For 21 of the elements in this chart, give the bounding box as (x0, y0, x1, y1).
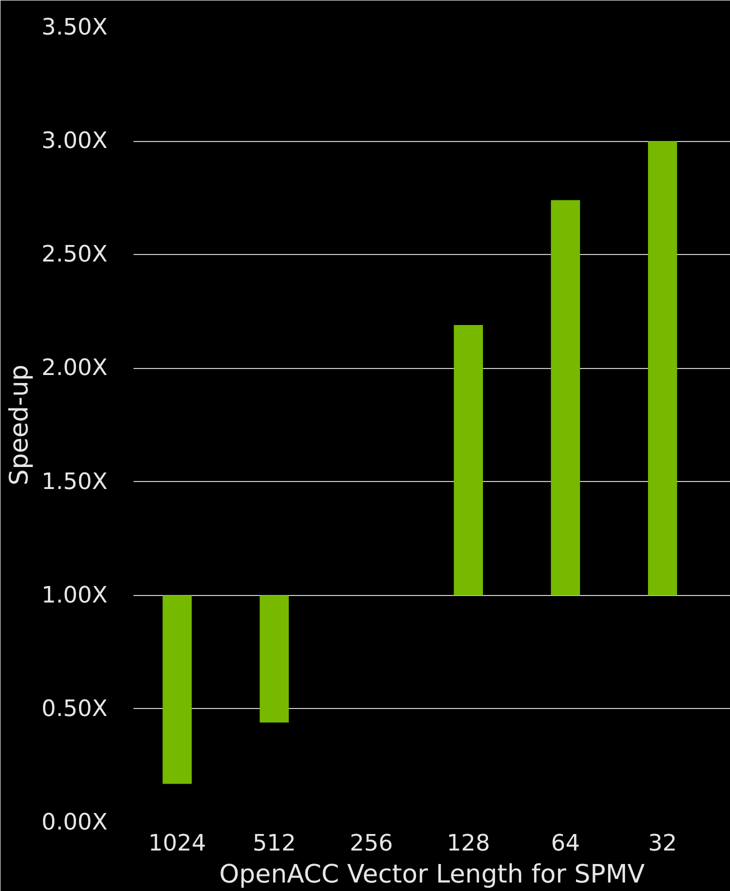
y-tick-label: 1.00X (42, 582, 108, 608)
y-tick-label: 0.50X (42, 696, 108, 722)
x-tick-label: 32 (648, 830, 677, 856)
x-tick-label: 512 (252, 830, 296, 856)
y-tick-label: 3.00X (42, 128, 108, 154)
y-tick-label: 1.50X (42, 468, 108, 495)
y-tick-label: 2.50X (42, 242, 108, 268)
y-axis-title: Speed-up (4, 364, 34, 486)
bar (454, 325, 483, 596)
bar (550, 200, 580, 596)
bar (260, 595, 289, 723)
x-tick-label: 256 (350, 830, 393, 856)
y-tick-label: 3.50X (42, 14, 108, 40)
y-tick-label: 2.00X (42, 355, 108, 382)
x-tick-label: 128 (446, 830, 490, 856)
x-tick-label: 1024 (148, 830, 206, 856)
y-tick-label: 0.00X (42, 810, 108, 836)
bar (162, 595, 192, 784)
bar (648, 141, 678, 596)
x-tick-label: 64 (551, 830, 580, 856)
x-axis-title: OpenACC Vector Length for SPMV (219, 858, 646, 888)
